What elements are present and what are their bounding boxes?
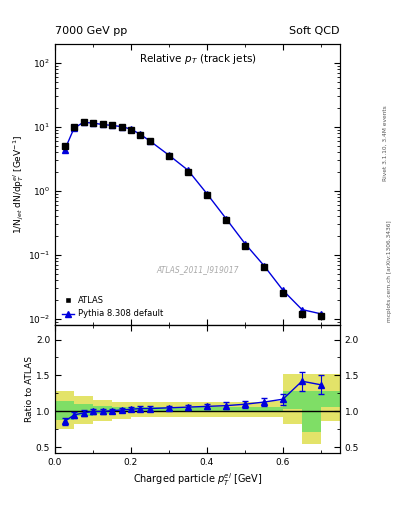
Text: Rivet 3.1.10, 3.4M events: Rivet 3.1.10, 3.4M events: [383, 105, 388, 181]
X-axis label: Charged particle $p_T^{el}$ [GeV]: Charged particle $p_T^{el}$ [GeV]: [133, 471, 262, 488]
Bar: [150, 408, 169, 412]
Bar: [131, 408, 150, 412]
Bar: [112, 408, 131, 413]
Bar: [321, 374, 340, 421]
Bar: [245, 408, 264, 412]
Y-axis label: Ratio to ATLAS: Ratio to ATLAS: [26, 356, 35, 422]
Bar: [283, 374, 302, 424]
Bar: [55, 401, 74, 420]
Bar: [321, 391, 340, 407]
Bar: [55, 391, 74, 430]
Text: Relative $p_T$ (track jets): Relative $p_T$ (track jets): [139, 52, 256, 66]
Bar: [93, 407, 112, 414]
Text: 7000 GeV pp: 7000 GeV pp: [55, 27, 127, 36]
Text: ATLAS_2011_I919017: ATLAS_2011_I919017: [156, 265, 239, 274]
Bar: [264, 408, 283, 412]
Bar: [188, 402, 207, 417]
Bar: [188, 408, 207, 412]
Bar: [207, 402, 226, 417]
Legend: ATLAS, Pythia 8.308 default: ATLAS, Pythia 8.308 default: [59, 294, 165, 321]
Y-axis label: 1/N$_{jet}$ dN/dp$_T^{el}$ [GeV$^{-1}$]: 1/N$_{jet}$ dN/dp$_T^{el}$ [GeV$^{-1}$]: [12, 135, 26, 234]
Bar: [112, 402, 131, 419]
Bar: [74, 404, 93, 416]
Bar: [207, 408, 226, 412]
Bar: [74, 396, 93, 424]
Bar: [169, 402, 188, 417]
Bar: [245, 402, 264, 417]
Bar: [264, 400, 283, 417]
Bar: [283, 391, 302, 409]
Bar: [169, 408, 188, 412]
Bar: [302, 391, 321, 432]
Bar: [302, 374, 321, 444]
Text: Soft QCD: Soft QCD: [290, 27, 340, 36]
Text: mcplots.cern.ch [arXiv:1306.3436]: mcplots.cern.ch [arXiv:1306.3436]: [387, 221, 392, 322]
Bar: [93, 400, 112, 421]
Bar: [150, 402, 169, 417]
Bar: [226, 408, 245, 412]
Bar: [131, 402, 150, 417]
Bar: [226, 402, 245, 417]
